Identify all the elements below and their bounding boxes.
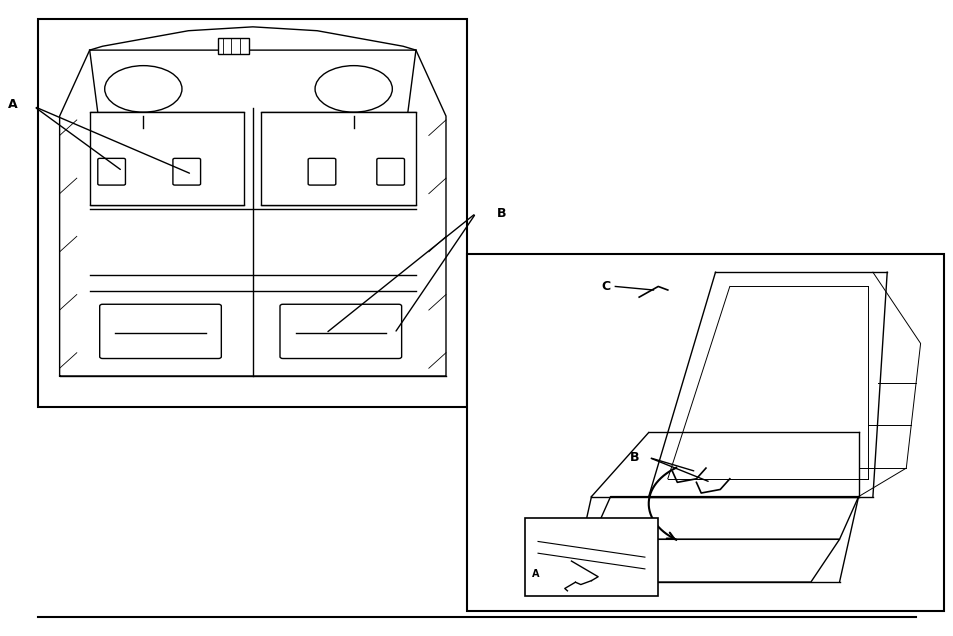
- FancyBboxPatch shape: [308, 158, 335, 185]
- FancyBboxPatch shape: [280, 304, 401, 359]
- FancyBboxPatch shape: [98, 158, 126, 185]
- Text: A: A: [8, 98, 17, 111]
- Bar: [261, 112, 416, 205]
- Bar: [38, 19, 467, 407]
- Bar: [467, 254, 943, 611]
- FancyBboxPatch shape: [100, 304, 221, 359]
- Text: B: B: [497, 207, 506, 219]
- Ellipse shape: [105, 66, 182, 112]
- Bar: [90, 112, 244, 205]
- Bar: [524, 518, 658, 597]
- Text: C: C: [600, 280, 610, 293]
- Bar: [218, 38, 248, 54]
- FancyBboxPatch shape: [172, 158, 200, 185]
- FancyBboxPatch shape: [376, 158, 404, 185]
- Text: B: B: [629, 451, 639, 464]
- Text: A: A: [531, 569, 538, 579]
- Ellipse shape: [314, 66, 392, 112]
